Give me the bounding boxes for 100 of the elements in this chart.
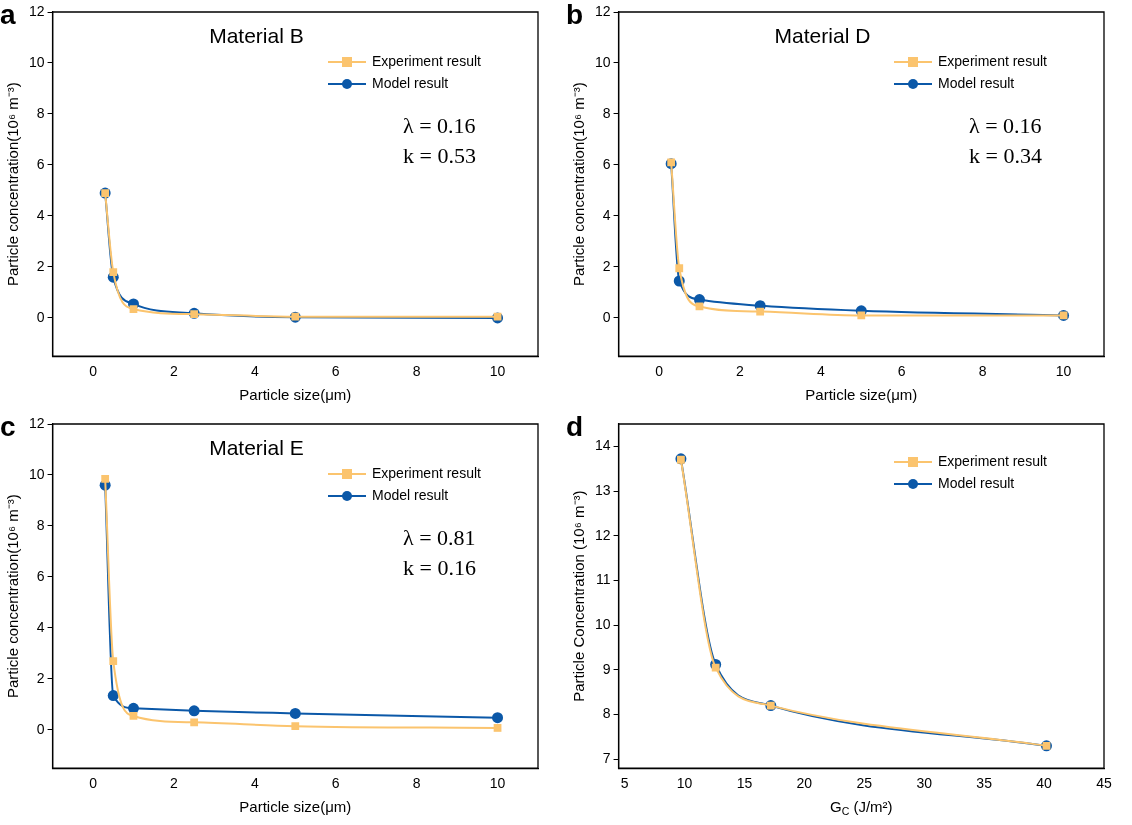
x-tick-label: 6 <box>331 775 340 792</box>
y-tick-label: 6 <box>36 155 45 172</box>
x-tick-label: 10 <box>489 363 506 380</box>
y-tick-label: 2 <box>36 257 45 274</box>
text: b <box>566 0 584 30</box>
y-tick-label: 10 <box>28 53 45 70</box>
point <box>101 474 110 483</box>
y-tick-label: 7 <box>602 750 611 767</box>
y-tick-label: 4 <box>36 618 45 635</box>
x-tick-label: 0 <box>89 363 98 380</box>
x-tick-label: 10 <box>489 775 506 792</box>
x-axis-title: Particle size(μm) <box>805 386 918 404</box>
y-tick-label: 6 <box>36 567 45 584</box>
point <box>711 663 720 672</box>
x-tick-label: 6 <box>331 363 340 380</box>
y-tick-label: 12 <box>28 414 45 431</box>
point <box>492 712 504 724</box>
x-axis-title: Particle size(μm) <box>239 798 352 816</box>
point <box>129 305 138 313</box>
y-tick-label: 12 <box>28 2 45 19</box>
y-tick-label: 10 <box>28 465 45 482</box>
y-tick-label: 2 <box>36 669 45 686</box>
point <box>109 657 118 666</box>
legend-label: Experiment result <box>372 464 482 481</box>
text: Material B <box>209 23 304 47</box>
legend-label: Model result <box>372 74 449 91</box>
y-axis-title: Particle concentration(10⁶ m⁻³) <box>4 494 22 698</box>
y-tick-label: 6 <box>602 155 611 172</box>
y-tick-label: 9 <box>602 660 611 677</box>
y-axis-title: Particle concentration(10⁶ m⁻³) <box>4 82 22 286</box>
y-tick-label: 0 <box>36 720 45 737</box>
x-tick-label: 4 <box>250 363 259 380</box>
point <box>188 705 200 717</box>
y-axis-title: Particle Concentration (10⁶ m⁻³) <box>570 490 588 702</box>
annotation: λ = 0.81 <box>403 524 476 550</box>
legend-label: Model result <box>938 74 1015 91</box>
y-tick-label: 10 <box>594 53 611 70</box>
point <box>675 264 684 273</box>
x-tick-label: 8 <box>412 775 421 792</box>
annotation: k = 0.53 <box>403 142 476 168</box>
x-axis-title: Particle size(μm) <box>239 386 352 404</box>
text: a <box>0 0 16 30</box>
x-tick-label: 8 <box>412 363 421 380</box>
y-tick-label: 4 <box>602 206 611 223</box>
x-tick-label: 2 <box>736 363 745 380</box>
point <box>190 718 199 727</box>
x-tick-label: 0 <box>89 775 98 792</box>
annotation: λ = 0.16 <box>403 112 476 138</box>
point <box>109 268 118 276</box>
x-tick-label: 6 <box>897 363 906 380</box>
y-tick-label: 0 <box>36 308 45 325</box>
y-tick-label: 8 <box>36 104 45 121</box>
y-tick-label: 2 <box>602 257 611 274</box>
x-tick-label: 35 <box>976 775 993 792</box>
x-tick-label: 10 <box>1055 363 1072 380</box>
point <box>291 722 300 731</box>
point <box>107 690 119 702</box>
y-tick-label: 12 <box>594 2 611 19</box>
point <box>289 707 301 719</box>
point <box>756 307 765 316</box>
x-tick-label: 4 <box>250 775 259 792</box>
y-tick-label: 12 <box>594 526 611 543</box>
x-tick-label: 8 <box>978 363 987 380</box>
x-tick-label: 10 <box>676 775 693 792</box>
legend-label: Model result <box>372 486 449 503</box>
point <box>493 724 502 732</box>
x-tick-label: 2 <box>170 363 179 380</box>
x-tick-label: 0 <box>655 363 664 380</box>
y-tick-label: 10 <box>594 616 611 633</box>
x-tick-label: 4 <box>816 363 825 380</box>
annotation: k = 0.16 <box>403 554 476 580</box>
y-tick-label: 0 <box>602 308 611 325</box>
y-axis-title: Particle concentration(10⁶ m⁻³) <box>570 82 588 286</box>
x-tick-label: 5 <box>620 775 629 792</box>
text: Material D <box>774 23 871 47</box>
y-tick-label: 8 <box>602 705 611 722</box>
legend-label: Experiment result <box>938 452 1048 469</box>
point <box>857 311 866 320</box>
x-tick-label: 30 <box>916 775 933 792</box>
x-tick-label: 25 <box>856 775 873 792</box>
text: Material E <box>209 435 304 459</box>
x-tick-label: 45 <box>1096 775 1112 792</box>
y-tick-label: 14 <box>594 437 611 454</box>
y-tick-label: 4 <box>36 206 45 223</box>
legend-label: Experiment result <box>938 52 1048 69</box>
y-tick-label: 13 <box>594 481 611 498</box>
x-tick-label: 2 <box>170 775 179 792</box>
legend-label: Model result <box>938 474 1015 491</box>
legend-label: Experiment result <box>372 52 482 69</box>
x-tick-label: 40 <box>1036 775 1053 792</box>
text: d <box>566 410 584 442</box>
annotation: k = 0.34 <box>969 142 1042 168</box>
x-tick-label: 20 <box>796 775 813 792</box>
y-tick-label: 8 <box>36 516 45 533</box>
x-tick-label: 15 <box>736 775 753 792</box>
point <box>129 712 138 720</box>
text: c <box>0 410 16 442</box>
y-tick-label: 8 <box>602 104 611 121</box>
y-tick-label: 11 <box>596 571 611 588</box>
annotation: λ = 0.16 <box>969 112 1042 138</box>
